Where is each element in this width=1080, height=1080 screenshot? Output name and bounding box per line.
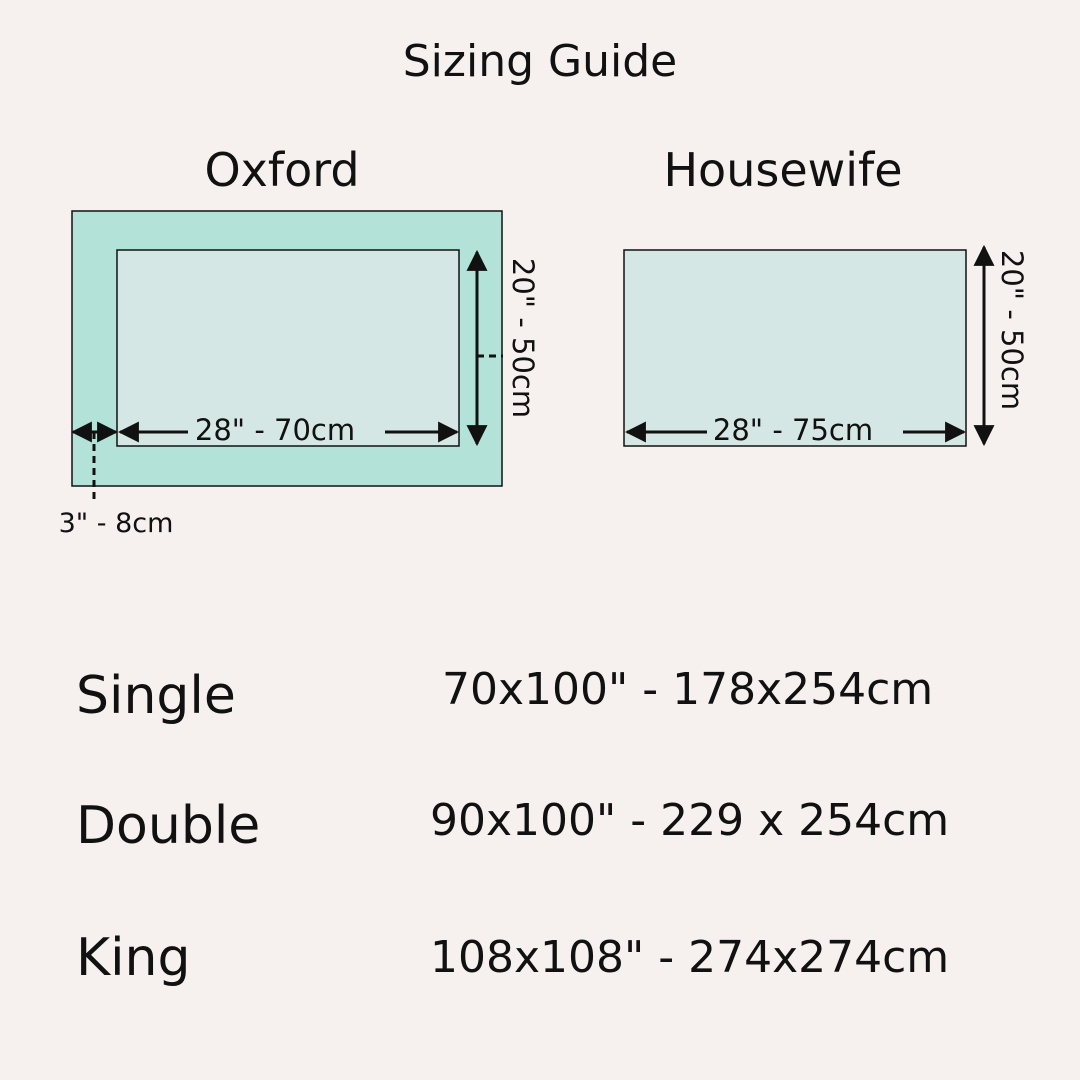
housewife-height-label: 20" - 50cm: [995, 250, 1029, 410]
size-dims-single: 70x100" - 178x254cm: [442, 664, 934, 715]
oxford-diagram: 28" - 70cm 20" - 50cm 3" - 8cm: [59, 210, 540, 539]
housewife-diagram: 28" - 75cm 20" - 50cm: [623, 244, 1029, 447]
housewife-width-label: 28" - 75cm: [713, 413, 873, 447]
oxford-title: Oxford: [204, 143, 360, 197]
size-dims-double: 90x100" - 229 x 254cm: [430, 795, 950, 846]
size-name-double: Double: [76, 796, 261, 856]
page-title: Sizing Guide: [402, 36, 678, 87]
size-name-king: King: [76, 928, 191, 988]
housewife-title: Housewife: [663, 143, 903, 197]
size-dims-king: 108x108" - 274x274cm: [430, 932, 950, 983]
oxford-height-label: 20" - 50cm: [506, 258, 540, 418]
oxford-width-label: 28" - 70cm: [195, 413, 355, 447]
housewife-panel: [623, 249, 967, 447]
oxford-inner-panel: [116, 249, 460, 447]
oxford-border-label: 3" - 8cm: [59, 508, 174, 539]
size-name-single: Single: [76, 666, 236, 726]
